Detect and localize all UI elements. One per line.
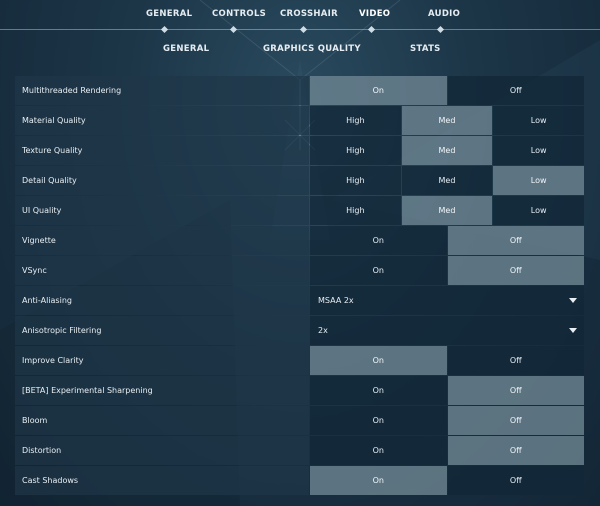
tab-general[interactable]: GENERAL xyxy=(146,9,193,19)
tab-audio[interactable]: AUDIO xyxy=(428,9,461,19)
option-med-button[interactable]: Med xyxy=(401,166,493,195)
option-on-button[interactable]: On xyxy=(310,436,447,465)
option-high-button[interactable]: High xyxy=(310,196,401,225)
option-on-button[interactable]: On xyxy=(310,376,447,405)
option-med-button[interactable]: Med xyxy=(401,106,493,135)
option-on-button[interactable]: On xyxy=(310,346,447,375)
tab-video[interactable]: VIDEO xyxy=(359,9,391,19)
anisotropic-filtering-dropdown[interactable]: 2x xyxy=(310,316,584,345)
setting-label: Improve Clarity xyxy=(15,346,309,375)
setting-label: Vignette xyxy=(15,226,309,255)
setting-row-material-quality: Material Quality High Med Low xyxy=(15,106,584,135)
setting-label: VSync xyxy=(15,256,309,285)
setting-row-beta-experimental-sharpening: [BETA] Experimental Sharpening On Off xyxy=(15,376,584,405)
chevron-down-icon xyxy=(569,328,577,333)
tab-controls-marker xyxy=(229,25,238,34)
top-navigation: GENERAL CONTROLS CROSSHAIR VIDEO AUDIO xyxy=(0,0,600,34)
settings-list: Multithreaded Rendering On Off Material Qua… xyxy=(15,76,584,496)
tab-audio-marker xyxy=(436,25,445,34)
subtab-general[interactable]: GENERAL xyxy=(163,44,210,54)
option-off-button[interactable]: Off xyxy=(447,226,584,255)
setting-row-detail-quality: Detail Quality High Med Low xyxy=(15,166,584,195)
option-on-button[interactable]: On xyxy=(310,226,447,255)
option-on-button[interactable]: On xyxy=(310,256,447,285)
setting-row-ui-quality: UI Quality High Med Low xyxy=(15,196,584,225)
option-low-button[interactable]: Low xyxy=(493,196,584,225)
tab-controls[interactable]: CONTROLS xyxy=(212,9,267,19)
tab-general-marker xyxy=(160,25,169,34)
option-off-button[interactable]: Off xyxy=(447,376,584,405)
option-high-button[interactable]: High xyxy=(310,136,401,165)
option-off-button[interactable]: Off xyxy=(447,256,584,285)
option-high-button[interactable]: High xyxy=(310,166,401,195)
anti-aliasing-dropdown[interactable]: MSAA 2x xyxy=(310,286,584,315)
setting-row-vsync: VSync On Off xyxy=(15,256,584,285)
setting-label: Material Quality xyxy=(15,106,309,135)
setting-row-improve-clarity: Improve Clarity On Off xyxy=(15,346,584,375)
setting-row-texture-quality: Texture Quality High Med Low xyxy=(15,136,584,165)
option-high-button[interactable]: High xyxy=(310,106,401,135)
setting-label: Multithreaded Rendering xyxy=(15,76,309,105)
option-low-button[interactable]: Low xyxy=(493,106,584,135)
option-off-button[interactable]: Off xyxy=(447,466,584,495)
setting-row-anisotropic-filtering: Anisotropic Filtering 2x xyxy=(15,316,584,345)
dropdown-value: 2x xyxy=(318,326,328,335)
setting-row-distortion: Distortion On Off xyxy=(15,436,584,465)
setting-row-cast-shadows: Cast Shadows On Off xyxy=(15,466,584,495)
subtab-stats[interactable]: STATS xyxy=(410,44,441,54)
setting-row-multithreaded-rendering: Multithreaded Rendering On Off xyxy=(15,76,584,105)
dropdown-value: MSAA 2x xyxy=(318,296,354,305)
tab-crosshair[interactable]: CROSSHAIR xyxy=(280,9,338,19)
setting-label: Bloom xyxy=(15,406,309,435)
subtab-graphics-quality[interactable]: GRAPHICS QUALITY xyxy=(263,44,361,54)
setting-label: UI Quality xyxy=(15,196,309,225)
setting-label: Anti-Aliasing xyxy=(15,286,309,315)
setting-row-vignette: Vignette On Off xyxy=(15,226,584,255)
option-off-button[interactable]: Off xyxy=(447,436,584,465)
setting-label: Texture Quality xyxy=(15,136,309,165)
setting-label: Cast Shadows xyxy=(15,466,309,495)
option-on-button[interactable]: On xyxy=(310,406,447,435)
sub-navigation: GENERAL GRAPHICS QUALITY STATS xyxy=(0,44,600,60)
option-on-button[interactable]: On xyxy=(310,466,447,495)
option-low-button[interactable]: Low xyxy=(493,136,584,165)
setting-row-bloom: Bloom On Off xyxy=(15,406,584,435)
setting-row-anti-aliasing: Anti-Aliasing MSAA 2x xyxy=(15,286,584,315)
tab-video-marker xyxy=(367,25,376,34)
setting-label: Distortion xyxy=(15,436,309,465)
option-off-button[interactable]: Off xyxy=(447,406,584,435)
chevron-down-icon xyxy=(569,298,577,303)
setting-label: Detail Quality xyxy=(15,166,309,195)
option-off-button[interactable]: Off xyxy=(447,346,584,375)
option-med-button[interactable]: Med xyxy=(401,196,493,225)
option-on-button[interactable]: On xyxy=(310,76,447,105)
tab-crosshair-marker xyxy=(299,25,308,34)
option-low-button[interactable]: Low xyxy=(493,166,584,195)
option-off-button[interactable]: Off xyxy=(447,76,584,105)
setting-label: Anisotropic Filtering xyxy=(15,316,309,345)
option-med-button[interactable]: Med xyxy=(401,136,493,165)
setting-label: [BETA] Experimental Sharpening xyxy=(15,376,309,405)
